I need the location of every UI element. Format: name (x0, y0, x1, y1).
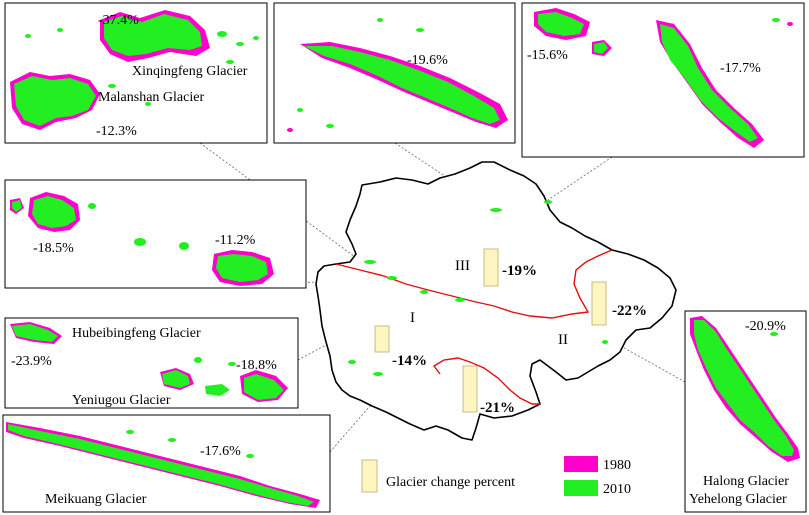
legend: Glacier change percent 1980 2010 (361, 456, 631, 497)
glacier-name-halong: Halong Glacier (703, 474, 789, 489)
change-bar-region-I (374, 325, 390, 353)
inset-top-right: -15.6% -17.7% (521, 2, 805, 158)
legend-label-1980: 1980 (603, 458, 631, 473)
legend-bar-swatch (361, 459, 378, 493)
province-outline (315, 161, 677, 441)
glacier-name-hubeibingfeng: Hubeibingfeng Glacier (72, 326, 201, 341)
change-value-right: -20.9% (745, 319, 786, 334)
change-bar-region-south (462, 365, 478, 413)
change-value-middle-left-2: -11.2% (215, 233, 256, 248)
glacier-name-yehelong: Yehelong Glacier (689, 492, 787, 507)
region-change-II: -22% (612, 303, 647, 319)
legend-bar-label: Glacier change percent (386, 475, 515, 490)
change-value-meikuang: -17.6% (200, 444, 241, 459)
region-label-I: I (410, 310, 415, 326)
region-label-III: III (455, 258, 470, 274)
change-value-xinqingfeng: -37.4% (98, 13, 139, 28)
inset-lower-left: Hubeibingfeng Glacier Yeniugou Glacier -… (4, 317, 299, 409)
inset-bottom-left: Meikuang Glacier -17.6% (2, 414, 331, 513)
region-border-II (493, 249, 613, 319)
glacier-name-xinqingfeng: Xinqingfeng Glacier (132, 64, 248, 79)
region-border-I-III (335, 263, 495, 307)
region-border-IV (432, 357, 540, 405)
inset-middle-left: -18.5% -11.2% (4, 179, 307, 289)
change-value-top-right-1: -15.6% (527, 48, 568, 63)
region-change-I: -14% (392, 353, 427, 369)
change-value-top-right-2: -17.7% (720, 61, 761, 76)
legend-swatch-2010 (564, 480, 598, 496)
change-value-top-middle: -19.6% (407, 53, 448, 68)
glacier-name-yeniugou: Yeniugou Glacier (72, 393, 171, 408)
glacier-name-malanshan: Malanshan Glacier (98, 90, 204, 105)
change-value-hubeibingfeng: -23.9% (11, 354, 52, 369)
inset-top-left: Xinqingfeng Glacier Malanshan Glacier -3… (4, 2, 268, 144)
inset-top-middle: -19.6% (273, 2, 516, 144)
change-value-yeniugou: -18.8% (236, 358, 277, 373)
inset-right: -20.9% Halong Glacier Yehelong Glacier (684, 310, 807, 513)
region-change-south: -21% (480, 400, 515, 416)
change-value-malanshan: -12.3% (96, 124, 137, 139)
legend-label-2010: 2010 (603, 482, 631, 497)
region-change-bars (374, 248, 607, 413)
region-change-III: -19% (502, 263, 537, 279)
legend-swatch-1980 (564, 456, 598, 472)
change-bar-region-III (483, 248, 499, 287)
change-value-middle-left-1: -18.5% (33, 241, 74, 256)
region-label-II: II (558, 332, 568, 348)
change-bar-region-II (591, 281, 607, 326)
glacier-name-meikuang: Meikuang Glacier (45, 492, 147, 507)
region-borders (335, 249, 613, 405)
callout-line-top-right (547, 156, 613, 201)
